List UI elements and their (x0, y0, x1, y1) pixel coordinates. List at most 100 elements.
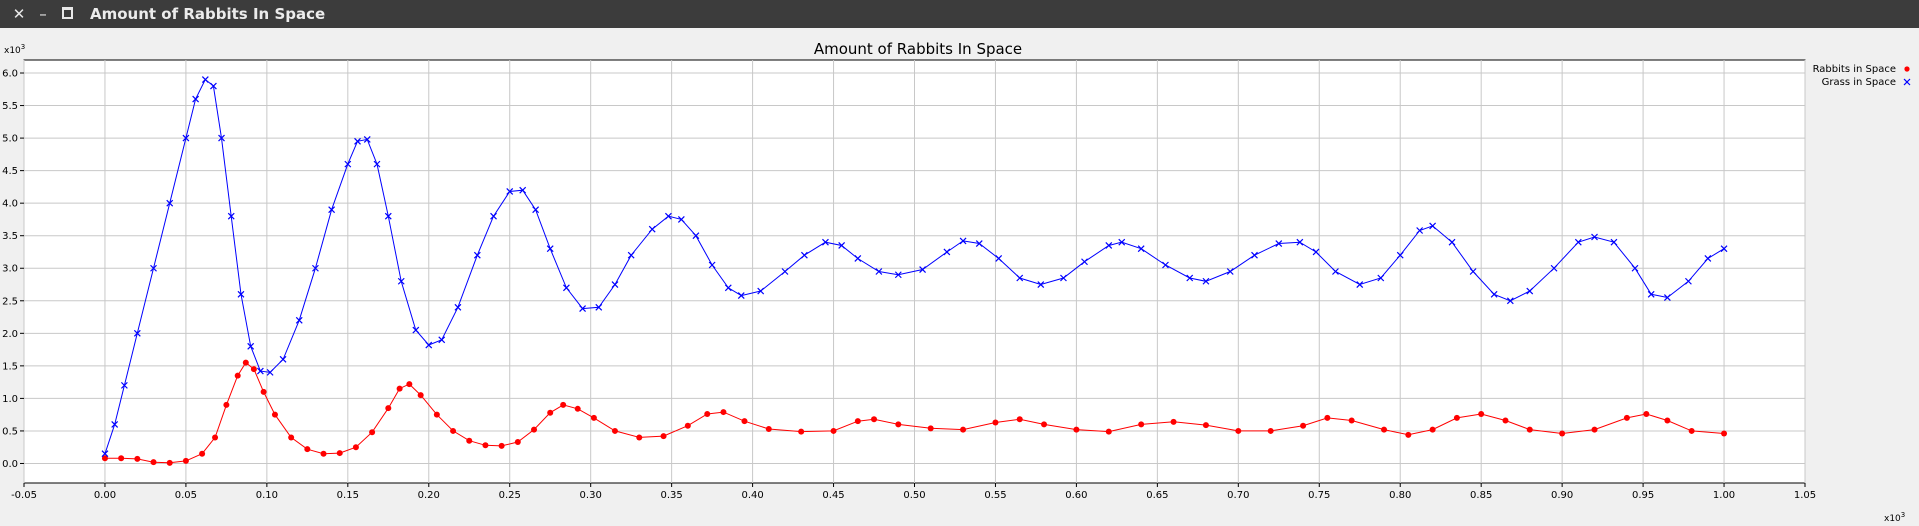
grass-point (959, 237, 967, 245)
y-tick-label: 3.5 (2, 231, 18, 242)
grass-point (237, 290, 245, 298)
rabbits-point (199, 450, 206, 457)
grass-point (1275, 240, 1283, 247)
chart: -0.05 0.00 0.05 0.10 0.15 0.20 0.25 0.30 0.35 0.4… (0, 28, 1919, 526)
rabbits-point (660, 433, 667, 440)
grass-point (1060, 274, 1067, 282)
y-tick-label: 4.0 (2, 199, 18, 210)
rabbits-point (166, 459, 173, 466)
rabbits-point (927, 425, 934, 432)
grass-point (611, 281, 619, 288)
rabbits-point (854, 418, 861, 425)
x-axis-ticks: -0.05 0.00 0.05 0.10 0.15 0.20 0.25 0.30 0.35 0.4… (11, 483, 1816, 501)
y-tick-label: 0.5 (2, 426, 18, 437)
rabbits-point (212, 434, 219, 441)
rabbits-point (417, 392, 424, 399)
grass-point (150, 264, 157, 272)
rabbits-point (1016, 416, 1023, 423)
minimize-icon[interactable]: – (39, 5, 47, 23)
rabbits-point (182, 457, 189, 464)
grass-point (943, 248, 951, 256)
y-tick-label: 3.0 (2, 264, 18, 275)
grass-point (218, 134, 225, 142)
grass-point (227, 212, 235, 220)
grass-point (757, 287, 765, 295)
rabbits-point (288, 434, 295, 441)
x-tick-label: 0.35 (661, 490, 683, 501)
grass-point (295, 316, 303, 324)
rabbits-point (1138, 421, 1145, 428)
grass-point (473, 251, 481, 259)
x-tick-label: 1.05 (1794, 490, 1816, 501)
grass-point (133, 329, 141, 337)
grass-point (454, 303, 462, 311)
grass-point (1226, 268, 1234, 275)
grass-point (1526, 287, 1534, 295)
grass-point (595, 303, 603, 311)
grass-point (354, 137, 361, 145)
grass-point (328, 206, 336, 214)
grass-point (120, 381, 128, 389)
grass-point (875, 268, 883, 275)
rabbits-point (271, 411, 278, 418)
grass-point (506, 188, 514, 195)
grass-point (1704, 255, 1712, 262)
grass-point (1251, 251, 1258, 259)
grass-point (532, 206, 540, 214)
rabbits-point (466, 437, 473, 444)
x-tick-label: 0.25 (499, 490, 521, 501)
rabbits-point (336, 450, 343, 457)
rabbits-point (1300, 422, 1307, 429)
maximize-icon[interactable] (56, 3, 78, 25)
rabbits-point (830, 427, 837, 434)
grass-point (664, 212, 672, 220)
x-tick-label: 0.55 (984, 490, 1006, 501)
rabbits-point (406, 381, 413, 388)
legend: Rabbits in Space Grass in Space (1813, 64, 1911, 88)
close-icon[interactable]: ✕ (12, 5, 26, 23)
rabbits-point (720, 409, 727, 416)
grass-point (1647, 290, 1655, 298)
x-tick-label: 0.80 (1389, 490, 1411, 501)
x-tick-label: 0.85 (1470, 490, 1492, 501)
grass-point (1506, 297, 1514, 305)
grass-point (1574, 238, 1582, 246)
rabbits-point (1721, 430, 1728, 437)
legend-label-rabbits: Rabbits in Space (1813, 64, 1896, 75)
grass-point (425, 341, 433, 349)
x-tick-label: 0.60 (1065, 490, 1087, 501)
x-tick-label: 0.70 (1227, 490, 1249, 501)
rabbits-point (1591, 426, 1598, 433)
rabbits-point (433, 411, 440, 418)
rabbits-point (352, 444, 359, 451)
x-tick-label: 0.45 (822, 490, 844, 501)
rabbits-point (684, 422, 691, 429)
grass-point (166, 199, 174, 207)
grass-point (1332, 268, 1339, 275)
y-tick-label: 5.0 (2, 134, 18, 145)
rabbits-point (1348, 417, 1355, 424)
x-tick-label: -0.05 (11, 490, 37, 501)
rabbits-point (396, 385, 403, 392)
rabbits-point (590, 414, 597, 421)
grass-point (1377, 274, 1385, 282)
grass-point (1416, 227, 1424, 234)
grass-point (919, 266, 927, 273)
rabbits-point (871, 416, 878, 423)
x-tick-label: 0.00 (94, 490, 116, 501)
x-tick-label: 0.50 (903, 490, 925, 501)
rabbits-point (223, 401, 230, 408)
rabbits-point (118, 455, 125, 462)
series-rabbits (101, 359, 1728, 466)
rabbits-point (960, 426, 967, 433)
grass-point (1429, 222, 1437, 230)
grass-point (101, 450, 109, 458)
grass-point (1037, 281, 1045, 288)
grass-point (677, 216, 685, 223)
series-grass (101, 76, 1728, 458)
grass-point (256, 367, 264, 375)
grass-point (724, 284, 732, 292)
rabbits-point (1429, 426, 1436, 433)
grass-point (1081, 258, 1088, 266)
rabbits-point (1381, 426, 1388, 433)
